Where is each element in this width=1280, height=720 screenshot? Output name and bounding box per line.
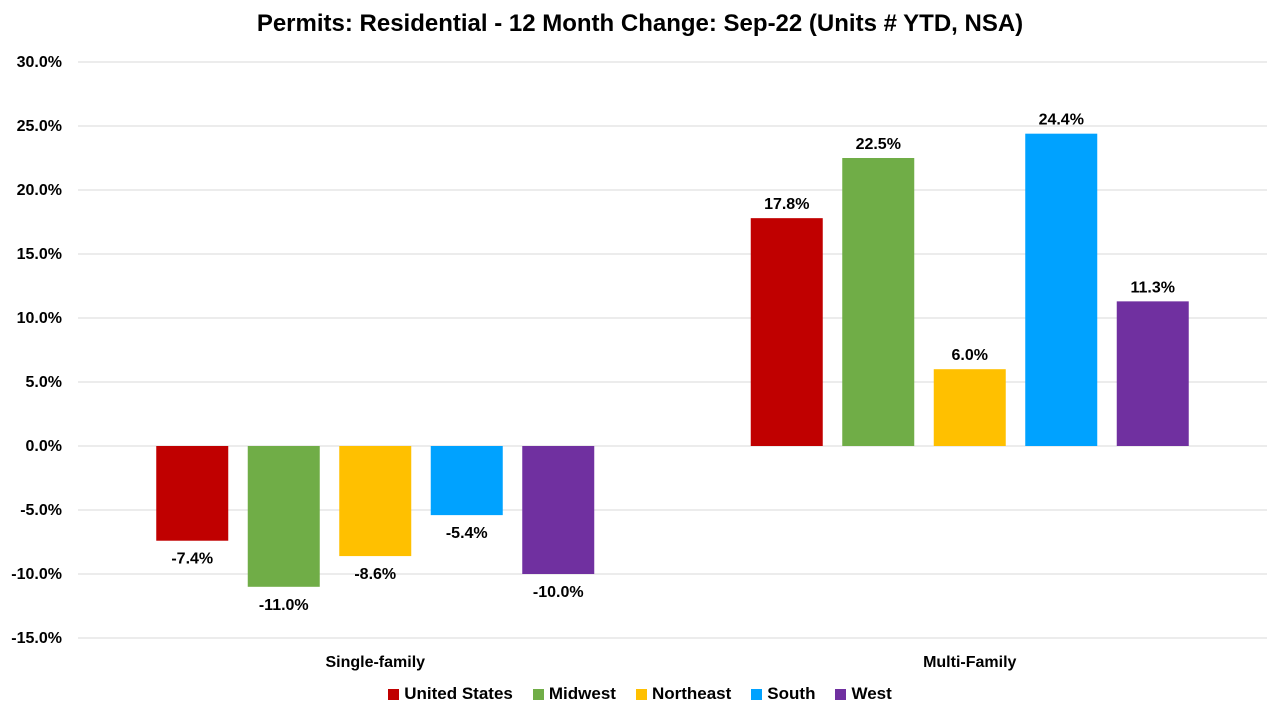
y-tick-label: 15.0% xyxy=(17,246,62,263)
bar xyxy=(933,369,1006,446)
chart-title: Permits: Residential - 12 Month Change: … xyxy=(256,10,1024,37)
data-labels: -7.4% -11.0% -8.6% -5.4% -10.0% 17.8% 22.5% 6.0… xyxy=(171,112,1175,614)
y-tick-label: 30.0% xyxy=(17,54,62,71)
bar xyxy=(1116,301,1189,446)
legend-item: United States xyxy=(388,684,513,704)
y-tick-label: 5.0% xyxy=(26,374,62,391)
legend: United States Midwest Northeast South West xyxy=(0,684,1280,704)
legend-swatch xyxy=(635,688,647,700)
data-label: -5.4% xyxy=(446,525,488,542)
y-tick-label: -15.0% xyxy=(11,630,62,647)
data-label: 24.4% xyxy=(1039,112,1084,129)
legend-label: Northeast xyxy=(651,684,732,703)
legend-label: Midwest xyxy=(548,684,616,703)
bar xyxy=(247,446,320,587)
y-tick-label: 25.0% xyxy=(17,118,62,135)
data-label: -11.0% xyxy=(259,597,309,614)
legend-label: West xyxy=(851,684,892,703)
y-tick-label: -10.0% xyxy=(11,566,62,583)
y-tick-label: 20.0% xyxy=(17,182,62,199)
data-label: -10.0% xyxy=(533,584,584,601)
y-tick-label: 0.0% xyxy=(26,438,62,455)
y-tick-label: 10.0% xyxy=(17,310,62,327)
x-category-label: Multi-Family xyxy=(923,654,1016,671)
bar xyxy=(1025,133,1098,446)
legend-item: South xyxy=(751,684,815,704)
x-axis-categories: Single-family Multi-Family xyxy=(325,654,1016,671)
legend-swatch xyxy=(532,688,544,700)
data-label: -7.4% xyxy=(171,551,213,568)
legend-swatch xyxy=(751,688,763,700)
bars xyxy=(156,133,1189,587)
legend-label: South xyxy=(767,684,816,703)
data-label: -8.6% xyxy=(354,566,396,583)
legend-item: West xyxy=(835,684,892,704)
data-label: 11.3% xyxy=(1131,279,1175,296)
bar xyxy=(156,446,229,541)
bar xyxy=(522,446,595,574)
data-label: 6.0% xyxy=(952,347,988,364)
x-category-label: Single-family xyxy=(325,654,425,671)
bar xyxy=(842,158,915,446)
data-label: 17.8% xyxy=(764,196,809,213)
bar xyxy=(339,446,412,557)
data-label: 22.5% xyxy=(856,136,901,153)
y-axis-ticks: 30.0% 25.0% 20.0% 15.0% 10.0% 5.0% 0.0% -5.0% -1… xyxy=(11,54,62,647)
legend-label: United States xyxy=(404,684,513,703)
legend-item: Midwest xyxy=(532,684,616,704)
bar xyxy=(430,446,503,516)
legend-swatch xyxy=(388,688,400,700)
legend-item: Northeast xyxy=(635,684,732,704)
y-tick-label: -5.0% xyxy=(20,502,62,519)
bar xyxy=(750,218,823,446)
legend-swatch xyxy=(835,688,847,700)
